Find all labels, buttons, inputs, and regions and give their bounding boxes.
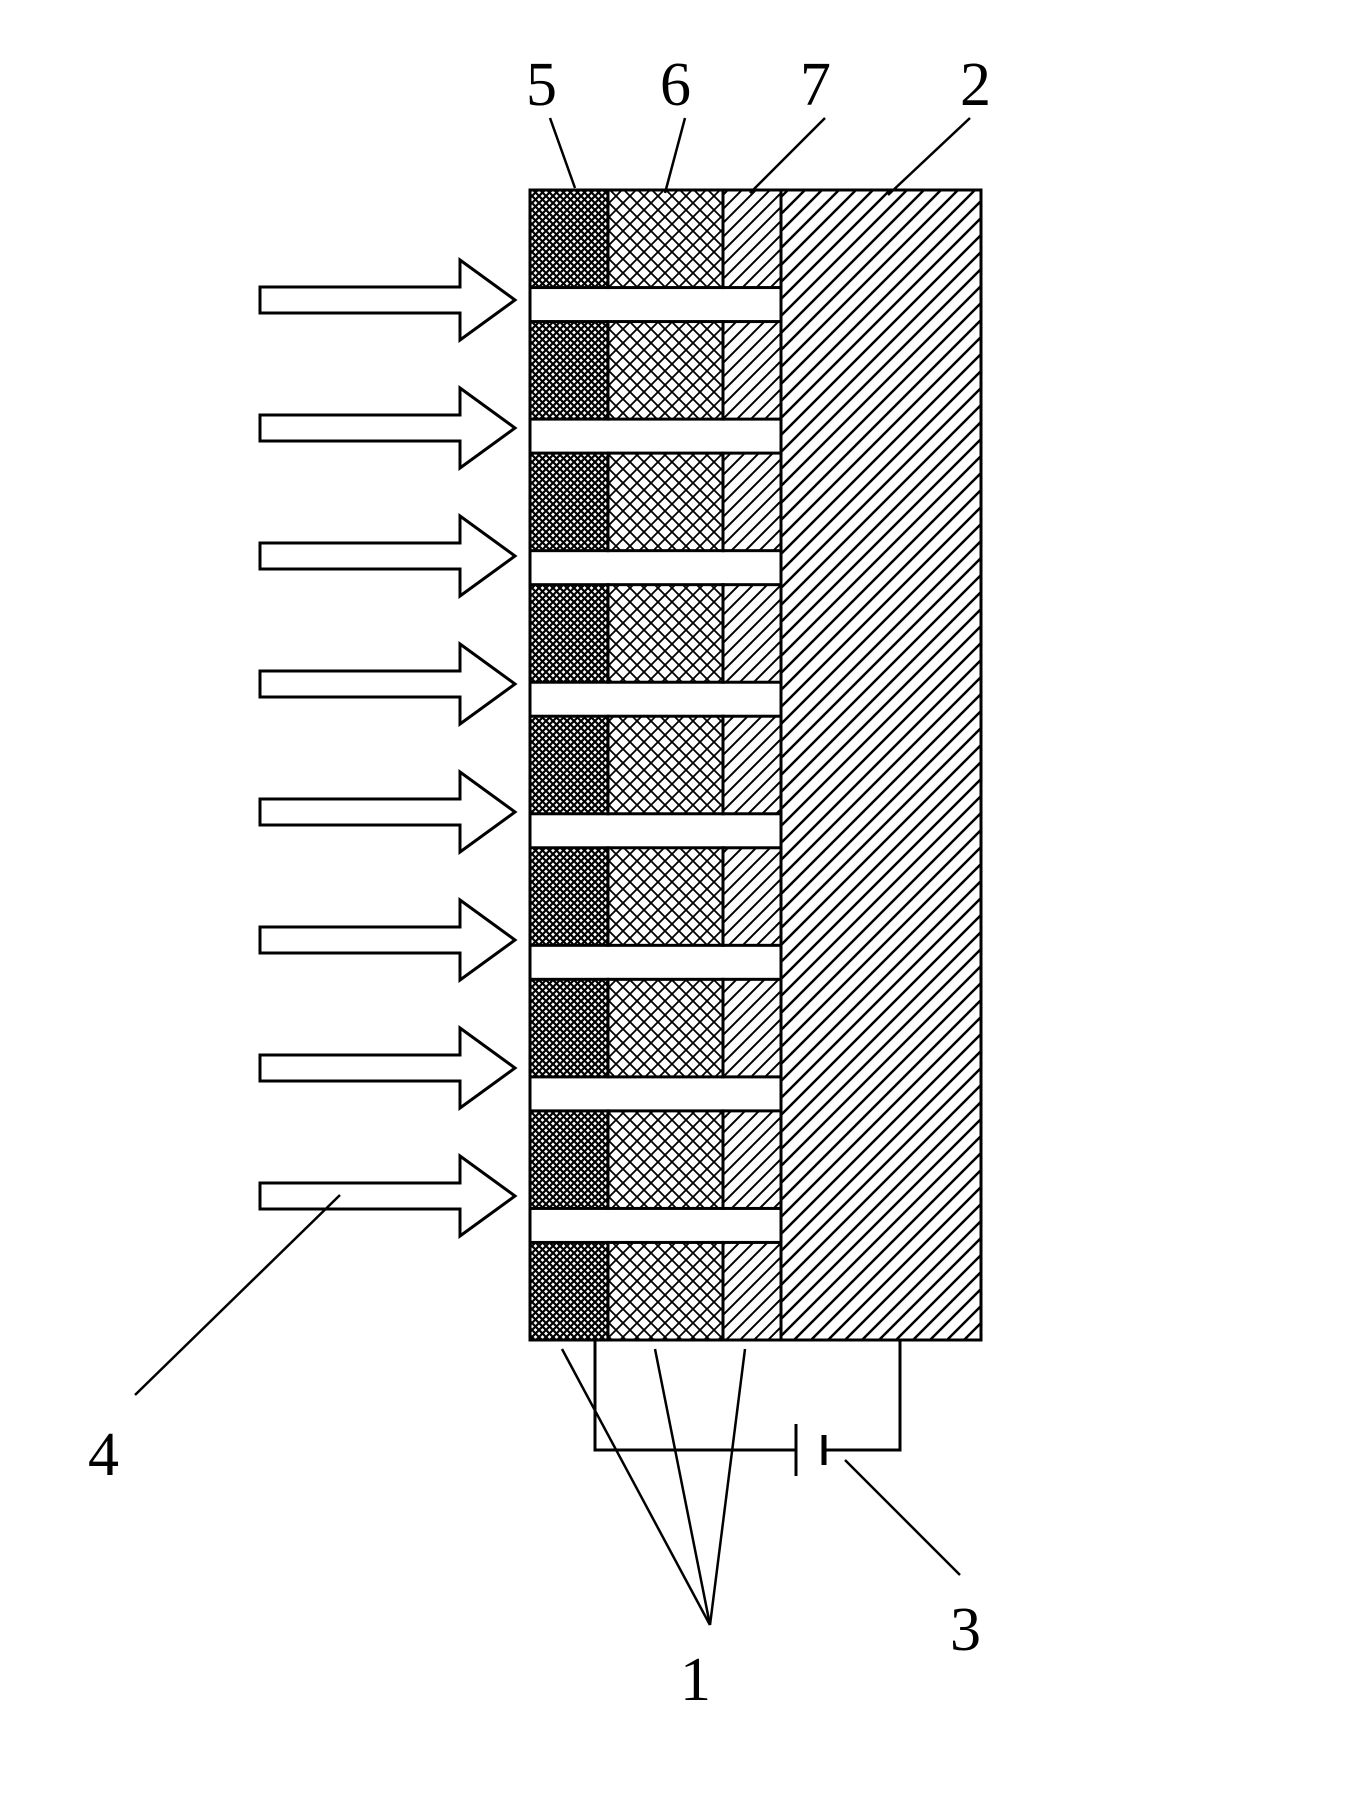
layer-6-segment — [608, 1242, 723, 1340]
flow-arrow — [260, 900, 515, 980]
flow-arrow — [260, 644, 515, 724]
circuit-wire-right — [824, 1340, 900, 1450]
label-7: 7 — [800, 50, 831, 121]
flow-arrow — [260, 1028, 515, 1108]
layer-5-segment — [530, 848, 608, 946]
layer-7-segment — [723, 453, 781, 551]
label-3: 3 — [950, 1595, 981, 1666]
layer-2 — [781, 190, 981, 1340]
layer-6-segment — [608, 848, 723, 946]
layer-7-segment — [723, 190, 781, 288]
leader-1 — [562, 1349, 710, 1625]
layer-7-segment — [723, 979, 781, 1077]
layer-7-segment — [723, 1111, 781, 1209]
layer-5-segment — [530, 322, 608, 420]
label-4: 4 — [88, 1420, 119, 1491]
layer-6-segment — [608, 979, 723, 1077]
flow-arrow — [260, 260, 515, 340]
layer-7-segment — [723, 716, 781, 814]
circuit-wire-left — [595, 1340, 796, 1450]
layer-5-segment — [530, 453, 608, 551]
flow-arrow — [260, 1156, 515, 1236]
layer-5-segment — [530, 190, 608, 288]
layer-7-segment — [723, 322, 781, 420]
layer-6-segment — [608, 716, 723, 814]
leader-4 — [135, 1195, 340, 1395]
leader-7 — [750, 118, 825, 193]
label-1: 1 — [680, 1645, 711, 1716]
label-6: 6 — [660, 50, 691, 121]
leader-1 — [710, 1349, 745, 1625]
diagram-svg — [0, 0, 1356, 1815]
layer-6-segment — [608, 453, 723, 551]
layer-6-segment — [608, 585, 723, 683]
layer-6-segment — [608, 190, 723, 288]
label-5: 5 — [526, 50, 557, 121]
layer-5-segment — [530, 1111, 608, 1209]
leader-3 — [845, 1460, 960, 1575]
flow-arrow — [260, 516, 515, 596]
layer-5-segment — [530, 1242, 608, 1340]
layer-5-segment — [530, 585, 608, 683]
leader-5 — [550, 118, 575, 188]
layer-5-segment — [530, 716, 608, 814]
label-2: 2 — [960, 50, 991, 121]
leader-6 — [665, 118, 685, 193]
flow-arrow — [260, 388, 515, 468]
layer-7-segment — [723, 848, 781, 946]
layer-7-segment — [723, 1242, 781, 1340]
layer-5-segment — [530, 979, 608, 1077]
layer-6-segment — [608, 322, 723, 420]
flow-arrow — [260, 772, 515, 852]
layer-6-segment — [608, 1111, 723, 1209]
leader-1 — [655, 1349, 710, 1625]
leader-2 — [888, 118, 970, 195]
layer-7-segment — [723, 585, 781, 683]
